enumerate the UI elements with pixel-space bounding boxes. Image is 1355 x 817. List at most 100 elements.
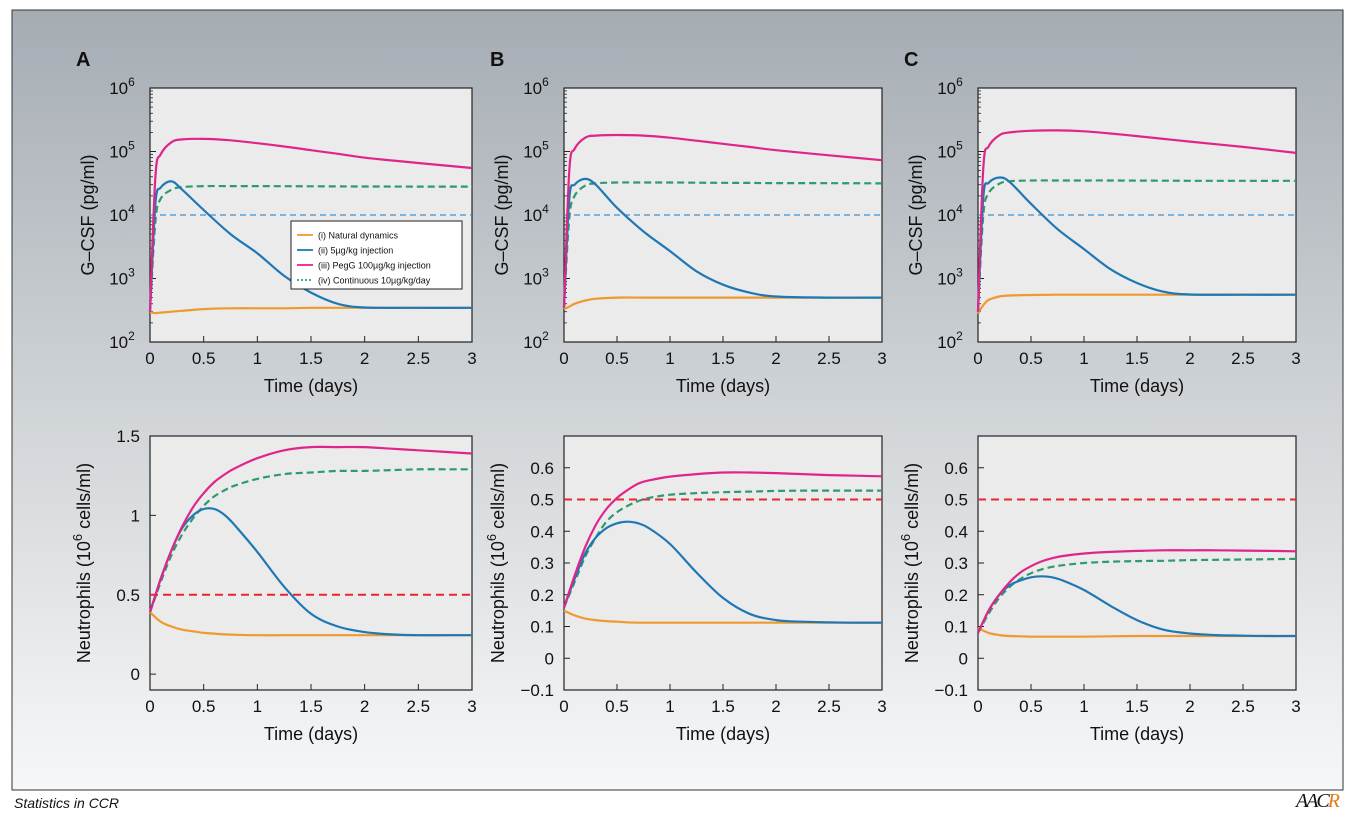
y-tick-exponent: 4	[128, 202, 135, 216]
series-line-continuous	[562, 489, 882, 608]
series-line-continuous	[148, 184, 472, 312]
series-line-injection	[148, 180, 473, 312]
y-tick-exponent: 2	[956, 329, 963, 343]
y-tick-label: 1	[131, 506, 140, 525]
panel-letter: C	[904, 49, 918, 71]
panel-letter: B	[490, 49, 504, 71]
y-tick-base: 10	[937, 143, 956, 162]
y-tick-base: 10	[109, 206, 128, 225]
y-tick-exponent: 4	[542, 202, 549, 216]
x-axis-label: Time (days)	[1090, 376, 1184, 396]
legend-label: (i) Natural dynamics	[318, 231, 399, 241]
x-tick-label: 1	[1079, 349, 1088, 368]
panel-letter: A	[76, 49, 90, 71]
aacr-logo: AACR	[1296, 790, 1340, 812]
x-tick-label: 0.5	[192, 697, 216, 716]
x-tick-label: 0	[559, 697, 568, 716]
x-tick-label: 1	[1079, 697, 1088, 716]
y-tick-label: 102	[109, 329, 135, 352]
series-line-pegg	[562, 471, 883, 608]
y-tick-label: 0.3	[530, 554, 554, 573]
y-tick-label: 103	[523, 266, 549, 289]
x-axis-label: Time (days)	[676, 724, 770, 744]
y-label-text: Neutrophils (10	[74, 541, 94, 663]
x-tick-label: 3	[877, 697, 886, 716]
x-tick-label: 2	[771, 697, 780, 716]
series-line-pegg	[977, 549, 1297, 634]
y-axis-label: Neutrophils (106 cells/ml)	[898, 463, 922, 663]
x-tick-label: 2	[771, 349, 780, 368]
y-tick-exponent: 2	[542, 329, 549, 343]
y-tick-label: 105	[109, 139, 135, 162]
series-line-continuous	[977, 557, 1297, 634]
plot-area	[977, 435, 1297, 691]
y-axis-label: G–CSF (pg/ml)	[78, 154, 98, 275]
chart-panel-b-neutrophils: 0 0.5 1 1.5 2 2.5 3 Time (days) −0.1 0 0.1 0.2 0.3 0.…	[484, 435, 887, 744]
series-line-injection	[562, 177, 883, 308]
y-tick-base: 10	[109, 270, 128, 289]
y-label-text: Neutrophils (10	[488, 541, 508, 663]
y-tick-base: 10	[523, 206, 542, 225]
legend-label: (iv) Continuous 10µg/kg/day	[318, 276, 431, 286]
series-line-injection	[562, 520, 882, 624]
x-axis-label: Time (days)	[676, 376, 770, 396]
y-tick-base: 10	[937, 333, 956, 352]
y-tick-label: 104	[523, 202, 549, 225]
y-tick-exponent: 5	[128, 139, 135, 153]
x-tick-label: 1.5	[299, 349, 323, 368]
y-tick-base: 10	[109, 333, 128, 352]
y-label-text: Neutrophils (10	[902, 541, 922, 663]
y-tick-base: 10	[523, 143, 542, 162]
x-tick-label: 1.5	[711, 697, 735, 716]
y-axis-label: Neutrophils (106 cells/ml)	[70, 463, 94, 663]
legend: (i) Natural dynamics (ii) 5µg/kg injectio…	[290, 220, 463, 290]
series-line-continuous	[976, 179, 1297, 312]
plot-area	[149, 435, 473, 691]
series-line-injection	[977, 575, 1297, 638]
y-tick-base: 10	[109, 143, 128, 162]
x-tick-label: 2.5	[407, 349, 431, 368]
y-tick-label: 0	[545, 649, 554, 668]
y-tick-exponent: 3	[542, 266, 549, 280]
y-tick-exponent: 5	[542, 139, 549, 153]
x-tick-label: 1	[665, 349, 674, 368]
x-tick-label: 0	[145, 697, 154, 716]
series-line-natural	[563, 296, 882, 311]
y-tick-label: 0.1	[944, 618, 968, 637]
legend-box	[290, 220, 463, 290]
y-tick-label: 0.5	[944, 491, 968, 510]
series-line-pegg	[562, 133, 883, 308]
y-tick-base: 10	[937, 206, 956, 225]
y-axis-label: Neutrophils (106 cells/ml)	[484, 463, 508, 663]
y-tick-exponent: 3	[128, 266, 135, 280]
y-tick-label: 105	[523, 139, 549, 162]
x-tick-label: 2.5	[1231, 697, 1255, 716]
x-axis-label: Time (days)	[264, 724, 358, 744]
y-tick-label: 0.6	[944, 459, 968, 478]
y-label-text: cells/ml)	[74, 463, 94, 534]
y-tick-label: 0.1	[530, 618, 554, 637]
y-tick-base: 10	[109, 79, 128, 98]
y-tick-base: 10	[523, 79, 542, 98]
y-tick-label: 102	[523, 329, 549, 352]
y-tick-label: −0.1	[934, 681, 968, 700]
y-tick-label: 0	[959, 649, 968, 668]
x-tick-label: 3	[1291, 349, 1300, 368]
y-label-superscript: 6	[898, 534, 913, 541]
y-label-text: cells/ml)	[902, 463, 922, 534]
journal-caption: Statistics in CCR	[14, 795, 120, 811]
y-tick-exponent: 6	[128, 75, 135, 89]
y-axis-label: G–CSF (pg/ml)	[906, 154, 926, 275]
x-axis-label: Time (days)	[264, 376, 358, 396]
x-tick-label: 2	[1185, 697, 1194, 716]
y-tick-label: 0.2	[944, 586, 968, 605]
chart-panel-c-neutrophils: 0 0.5 1 1.5 2 2.5 3 Time (days) −0.1 0 0.1 0.2 0.3 0.…	[898, 435, 1301, 744]
x-tick-label: 2	[1185, 349, 1194, 368]
chart-panel-a-neutrophils: 0 0.5 1 1.5 2 2.5 3 Time (days) 0 0.5 1 1.5 Neutroph…	[70, 427, 477, 744]
y-tick-label: 106	[523, 75, 549, 98]
x-tick-label: 2	[360, 697, 369, 716]
y-tick-label: 0.4	[944, 522, 968, 541]
y-tick-label: 104	[937, 202, 963, 225]
x-tick-label: 1.5	[711, 349, 735, 368]
